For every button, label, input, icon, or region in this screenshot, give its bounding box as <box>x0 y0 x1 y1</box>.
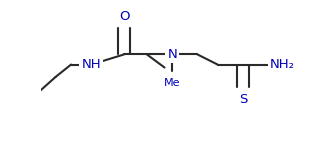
Text: S: S <box>239 93 247 106</box>
Text: O: O <box>119 10 129 23</box>
Text: N: N <box>167 48 177 61</box>
Text: NH₂: NH₂ <box>270 58 295 71</box>
Text: Me: Me <box>164 78 180 88</box>
Text: NH: NH <box>82 58 101 71</box>
